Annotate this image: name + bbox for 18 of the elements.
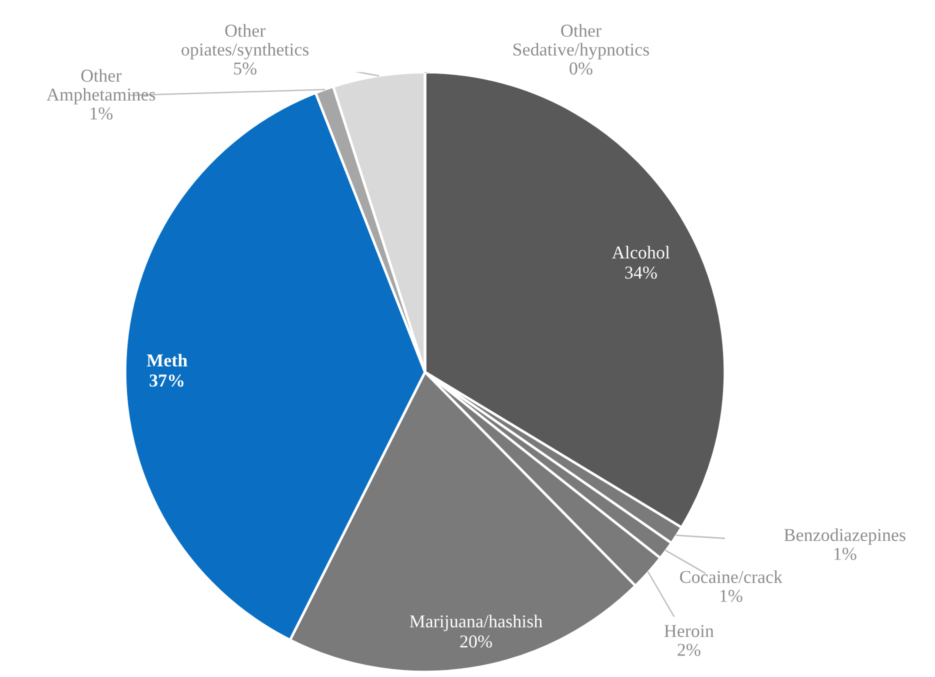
- slice-label: Heroin: [664, 624, 714, 638]
- text: 0%: [570, 62, 592, 75]
- slice-label: Other opiates/synthetics: [182, 24, 309, 60]
- slice-label: Benzodiazepines: [784, 528, 906, 545]
- slice-label: Other Amphetamines: [46, 69, 156, 104]
- data-label: 1%: [834, 548, 856, 560]
- slice-label: Marijuana/hashish: [410, 614, 542, 632]
- data-label: 2%: [678, 644, 700, 656]
- data-label: 1%: [720, 590, 742, 602]
- data-label: 20%: [460, 635, 492, 648]
- data-label: 34%: [625, 266, 657, 279]
- data-label: 37%: [150, 374, 184, 387]
- data-label: 5%: [234, 62, 256, 75]
- category-label: Other Sedative/hypnotics: [513, 24, 650, 60]
- data-label: 1%: [90, 107, 113, 120]
- slice-label: Alcohol: [612, 246, 670, 259]
- slice-label: Meth: [146, 354, 188, 367]
- slice-label: Cocaine/crack: [680, 570, 783, 584]
